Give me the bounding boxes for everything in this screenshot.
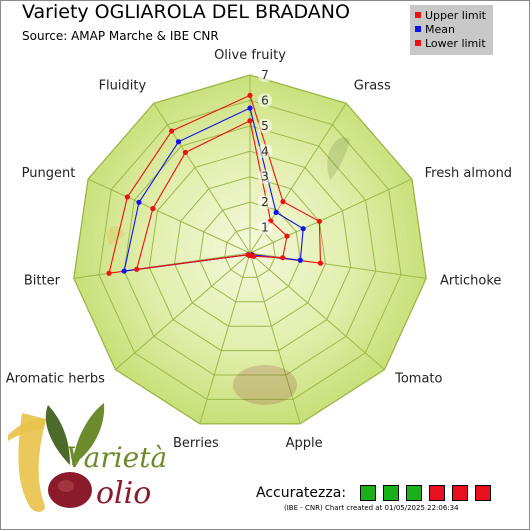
tick-label-bg xyxy=(258,220,272,235)
axis-label: Pungent xyxy=(22,166,76,181)
logo-text-top: Varietà xyxy=(66,441,167,474)
series-point xyxy=(247,92,253,98)
series-point xyxy=(280,199,286,205)
radar-spoke xyxy=(87,178,251,254)
legend-label-lower: Lower limit xyxy=(425,37,486,50)
series-point xyxy=(121,268,127,274)
series-point xyxy=(134,266,140,272)
radar-spoke xyxy=(249,178,413,254)
chart-title: Variety OGLIAROLA DEL BRADANO xyxy=(22,1,350,23)
accuracy-box xyxy=(452,485,468,501)
series-point xyxy=(273,209,279,215)
series-point xyxy=(247,118,253,124)
tick-label: 3 xyxy=(261,170,269,184)
radar-spoke xyxy=(115,252,251,370)
series-point xyxy=(284,233,290,239)
accuracy-label: Accuratezza: xyxy=(256,485,347,501)
axis-label: Berries xyxy=(173,436,219,451)
axis-label: Artichoke xyxy=(440,273,501,288)
series-point xyxy=(124,194,131,200)
logo-text-bottom: olio xyxy=(96,476,151,511)
legend-swatch-lower xyxy=(415,40,421,46)
tick-label-bg xyxy=(258,118,272,133)
series-point xyxy=(280,255,286,261)
chart-credits: (IBE - CNR) Chart created at 01/05/2025 … xyxy=(284,504,459,512)
chart-subtitle: Source: AMAP Marche & IBE CNR xyxy=(22,29,219,43)
series-point xyxy=(136,199,142,205)
series-point xyxy=(316,218,322,224)
axis-label: Apple xyxy=(286,436,323,451)
axis-label: Grass xyxy=(354,78,391,93)
axis-label: Fluidity xyxy=(99,78,147,93)
tick-label-bg xyxy=(258,68,272,82)
radar-ring xyxy=(199,201,301,303)
tick-label: 4 xyxy=(261,144,269,158)
radar-ring xyxy=(98,99,402,400)
axis-label: Bitter xyxy=(24,273,61,288)
axis-label: Olive fruity xyxy=(214,48,286,63)
series-point xyxy=(245,252,251,258)
tick-label: 1 xyxy=(261,221,269,235)
axis-label: Fresh almond xyxy=(425,166,512,181)
legend-item-upper: Upper limit xyxy=(415,10,486,22)
series-point xyxy=(106,270,112,276)
series-point xyxy=(300,226,306,232)
series-point xyxy=(317,260,324,266)
accuracy-box xyxy=(406,485,422,501)
legend-item-mean: Mean xyxy=(415,24,455,36)
series-point xyxy=(169,128,175,134)
radar-axis-labels: Olive fruity Grass Fresh almond Artichoke To… xyxy=(6,48,512,451)
tick-label-bg xyxy=(258,195,272,210)
legend: Upper limit Mean Lower limit xyxy=(410,5,493,55)
radar-ring xyxy=(173,176,327,327)
watermark xyxy=(107,137,350,405)
tick-label-bg xyxy=(258,169,272,184)
radar-spoke xyxy=(153,102,251,254)
legend-label-mean: Mean xyxy=(425,23,455,36)
radar-ring xyxy=(73,74,427,425)
accuracy-box xyxy=(383,485,399,501)
tick-label: 7 xyxy=(261,68,269,82)
radar-ring xyxy=(224,227,276,278)
legend-item-lower: Lower limit xyxy=(415,38,486,50)
tick-label: 6 xyxy=(261,93,269,107)
tick-label: 5 xyxy=(261,119,269,133)
tick-label-bg xyxy=(258,144,272,159)
radar-ring xyxy=(148,150,352,352)
accuracy-box xyxy=(475,485,491,501)
series-point xyxy=(247,105,253,111)
series-point xyxy=(175,139,182,145)
legend-label-upper: Upper limit xyxy=(425,9,486,22)
tick-label: 2 xyxy=(261,195,269,209)
axis-label: Aromatic herbs xyxy=(6,372,105,387)
series-point xyxy=(182,149,188,156)
series-point xyxy=(297,257,303,263)
legend-swatch-upper xyxy=(415,12,421,18)
series-point xyxy=(150,206,156,212)
radar-spoke xyxy=(249,252,385,370)
varieta-olio-logo: Varietà olio xyxy=(0,395,180,524)
radar-ring xyxy=(123,125,377,376)
radar-spoke xyxy=(199,252,251,424)
radar-spoke xyxy=(249,252,301,424)
accuracy-box xyxy=(360,485,376,501)
axis-label: Tomato xyxy=(394,372,442,387)
radar-grid xyxy=(73,74,427,425)
radar-ticks: 1 2 3 4 5 6 7 xyxy=(258,68,272,235)
radar-series xyxy=(106,92,324,276)
accuracy-box xyxy=(429,485,445,501)
tick-label-bg xyxy=(258,93,272,108)
legend-swatch-mean xyxy=(415,26,421,32)
